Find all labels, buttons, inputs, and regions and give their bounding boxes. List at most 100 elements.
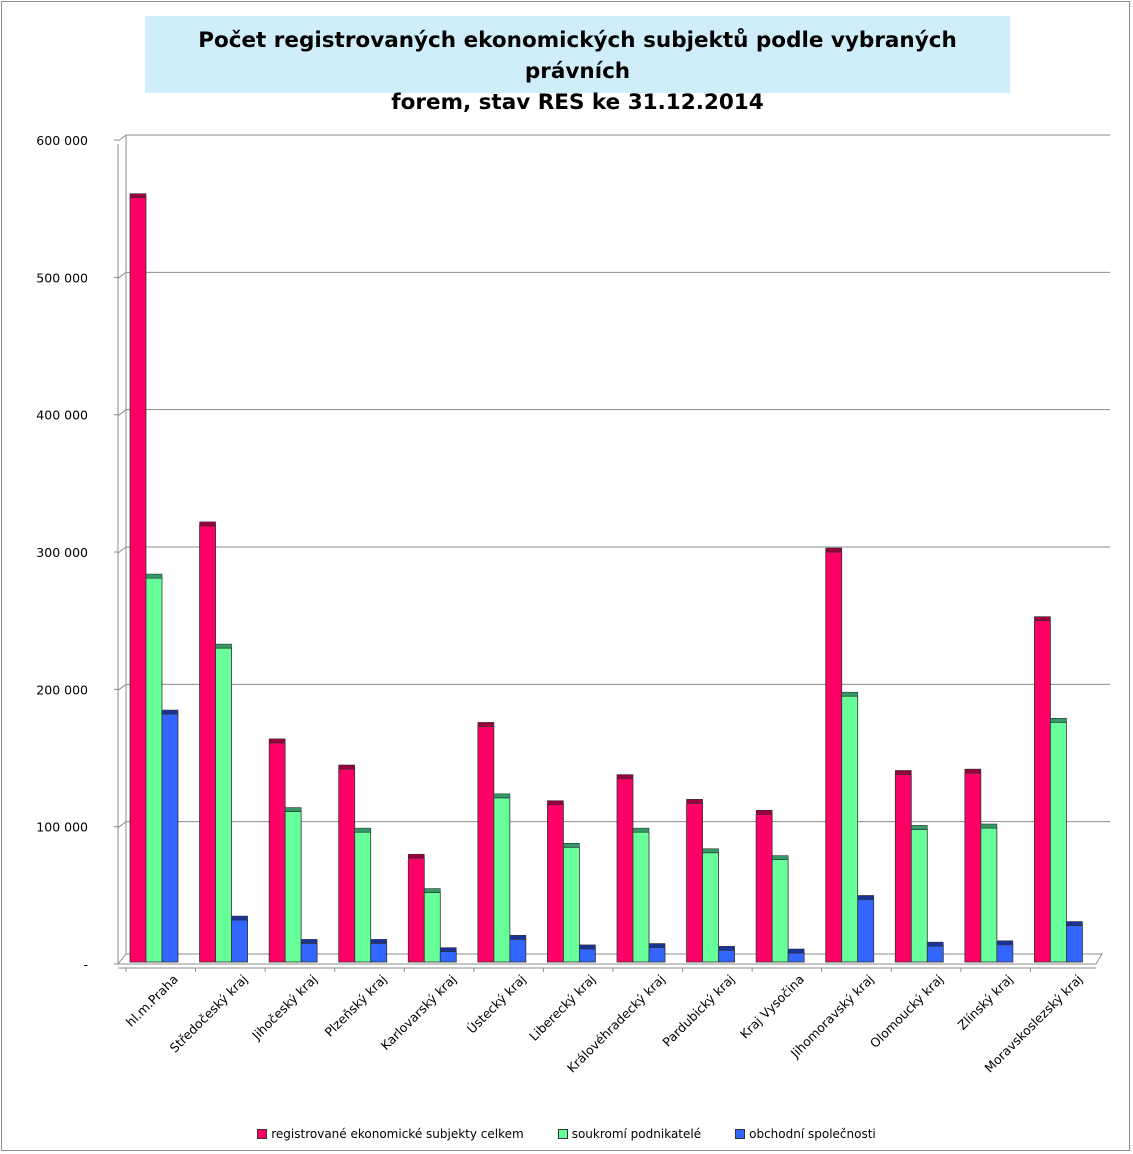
bar [926,945,944,963]
bar-top [755,810,773,815]
legend-item: registrované ekonomické subjekty celkem [257,1127,524,1141]
bar [632,831,650,963]
chart-title: Počet registrovaných ekonomických subjek… [198,28,957,115]
bar [894,774,912,963]
bar-top [632,827,650,833]
legend-label: registrované ekonomické subjekty celkem [271,1127,524,1141]
x-tick-label: Pardubický kraj [659,972,737,1050]
bar [648,947,666,963]
legend-swatch [735,1129,746,1139]
chart-title-box: Počet registrovaných ekonomických subjek… [145,16,1010,115]
gridline-depth [117,409,127,417]
bar [857,899,875,963]
bar [300,943,318,963]
bar-top [825,547,843,553]
bar [841,695,859,963]
bar-top [231,915,248,921]
bar [825,551,843,963]
bar-top [284,807,302,812]
bar-top [1034,616,1051,621]
bar [370,943,388,963]
bar-top [563,842,580,848]
bar-top [616,774,634,779]
bar [354,831,372,963]
x-tick-label: Středočeský kraj [167,972,251,1056]
bar [964,772,982,963]
bar-top [648,943,666,948]
y-tick-label: 500 000 [36,270,88,285]
bar-top [996,940,1014,946]
bar [787,952,805,963]
y-tick-label: 600 000 [36,133,88,148]
bar [268,742,286,963]
x-tick-label: Zlínský kraj [955,972,1016,1033]
bar [547,804,564,963]
x-tick-label: Jihočeský kraj [248,972,320,1044]
x-tick-label: Plzeňský kraj [321,972,389,1040]
legend-swatch [557,1129,568,1139]
bar-top [702,848,719,854]
bar-top [300,939,318,944]
y-tick-label: 100 000 [36,820,88,835]
bar-top [787,948,805,954]
bar [702,852,719,963]
bar-top [407,853,425,859]
x-tick-label: Karlovarský kraj [378,972,460,1054]
bar-top [129,193,147,198]
gridline-depth [117,134,127,142]
x-tick-label: Liberecký kraj [526,972,598,1044]
bar-top [509,934,527,940]
bar [755,813,773,963]
gridline-depth [117,271,127,279]
y-tick-label: - [83,957,88,972]
bar-top [477,722,495,727]
bar-top [718,945,735,951]
bar-top [354,827,372,833]
legend-swatch [257,1129,268,1139]
x-tick-label: Kraj Vysočina [737,972,807,1042]
bar-top [579,944,596,950]
bar-top [1066,921,1083,926]
y-tick-label: 300 000 [36,545,88,560]
bar [215,647,232,963]
chart-floor [116,953,1103,965]
bar-top [199,521,216,527]
bar-top [338,764,356,770]
bar [231,919,248,963]
gridline-depth [117,546,127,554]
gridline-depth [117,683,127,691]
bar [686,802,703,963]
bar-top [547,800,564,805]
bar [161,713,179,963]
bar-top [161,709,179,715]
bars [129,193,1083,963]
gridlines [117,134,1110,829]
bar [579,948,596,963]
bar [439,951,457,963]
x-tick-label: Olomoucký kraj [867,972,946,1051]
x-tick-label: hl.m.Praha [123,972,181,1030]
bar [423,892,441,963]
bar-top [686,799,703,804]
axes [114,135,1103,972]
bar [477,726,495,963]
bar-top [771,855,789,860]
legend-item: soukromí podnikatelé [557,1127,702,1141]
bar-top [926,941,944,947]
bar-top [268,738,286,744]
bar [493,797,511,963]
x-tick-label: Ústecký kraj [464,972,529,1037]
bar-top [964,768,982,774]
bar-top [215,643,232,649]
bar-top [145,573,163,579]
bar [199,525,216,963]
legend: registrované ekonomické subjekty celkem s… [0,1127,1133,1141]
y-tick-label: 200 000 [36,682,88,697]
bar [509,938,527,963]
bar [1066,925,1083,963]
legend-label: soukromí podnikatelé [571,1127,702,1141]
bar-top [370,939,388,944]
legend-label: obchodní společnosti [749,1127,876,1141]
bar-top [980,823,998,829]
